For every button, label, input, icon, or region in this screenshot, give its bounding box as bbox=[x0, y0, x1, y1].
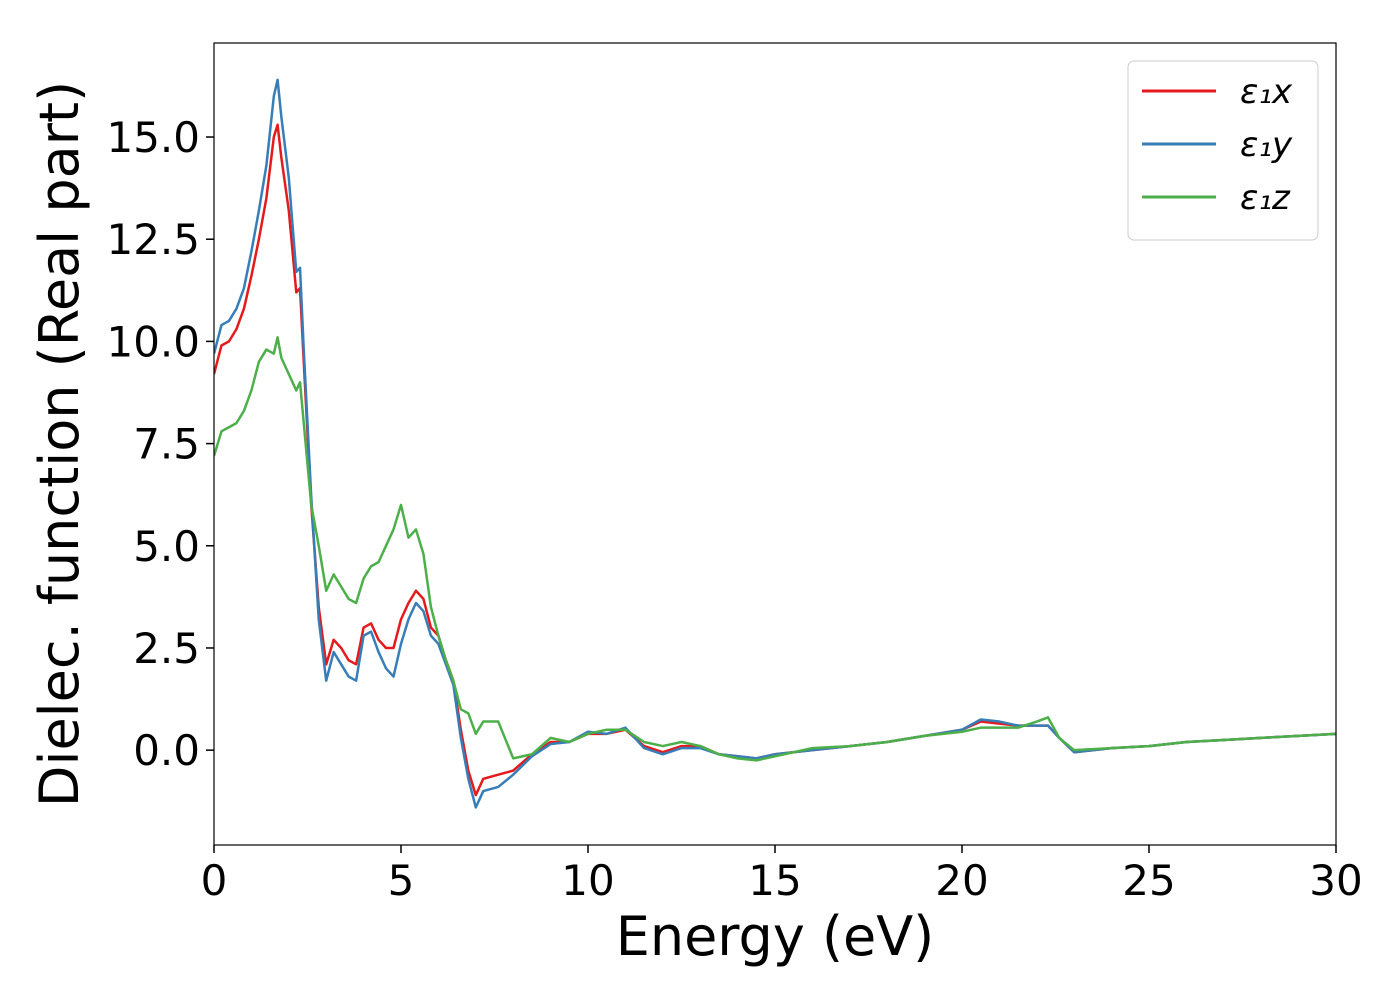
series-line bbox=[214, 78, 1336, 809]
x-tick-label: 10 bbox=[561, 856, 614, 905]
x-axis-label: Energy (eV) bbox=[616, 905, 935, 968]
legend-label: ε₁x bbox=[1240, 72, 1293, 112]
legend-label: ε₁y bbox=[1240, 125, 1293, 165]
y-tick-label: 15.0 bbox=[106, 113, 200, 162]
y-tick-label: 10.0 bbox=[106, 317, 200, 366]
legend-box bbox=[1127, 60, 1319, 241]
x-tick-label: 20 bbox=[935, 856, 988, 905]
x-tick-label: 5 bbox=[388, 856, 415, 905]
x-tick-label: 15 bbox=[748, 856, 801, 905]
series-line bbox=[214, 123, 1336, 797]
y-axis-label: Dielec. function (Real part) bbox=[28, 81, 91, 807]
x-tick-label: 25 bbox=[1122, 856, 1175, 905]
plot-frame bbox=[213, 42, 1337, 846]
y-tick-label: 0.0 bbox=[133, 726, 200, 775]
legend-label: ε₁z bbox=[1240, 178, 1291, 218]
y-tick-label: 2.5 bbox=[133, 624, 200, 673]
y-tick-label: 5.0 bbox=[133, 522, 200, 571]
y-tick-label: 12.5 bbox=[106, 215, 200, 264]
x-tick-label: 0 bbox=[201, 856, 228, 905]
series-line bbox=[214, 336, 1336, 762]
y-tick-label: 7.5 bbox=[133, 420, 200, 469]
x-tick-label: 30 bbox=[1309, 856, 1362, 905]
